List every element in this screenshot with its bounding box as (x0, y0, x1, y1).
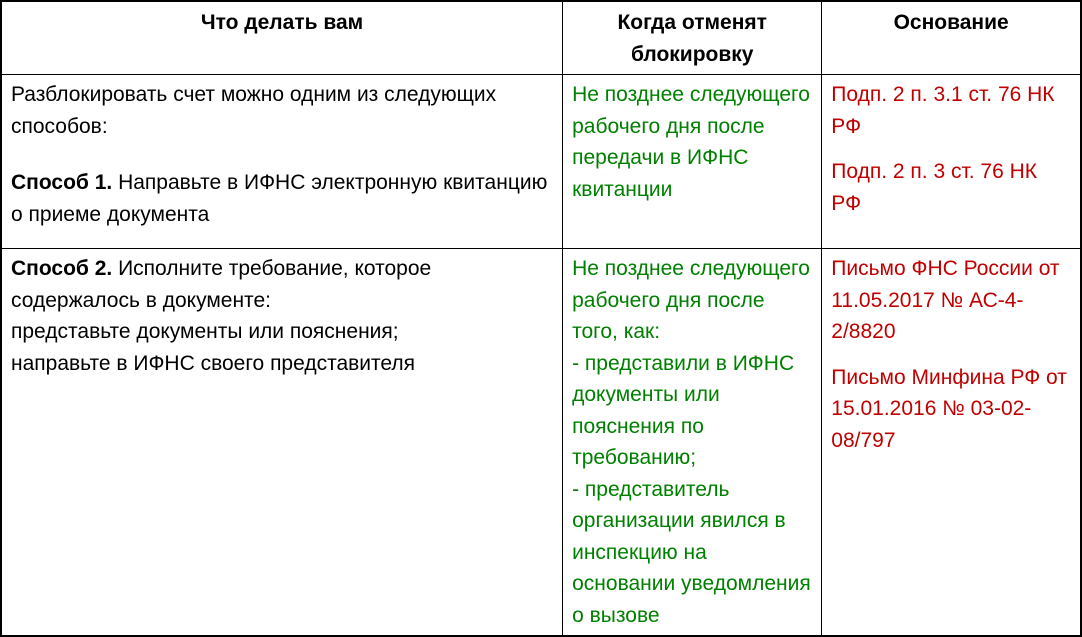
column-header-what: Что делать вам (0, 0, 564, 75)
legal-reference: Письмо ФНС России от 11.05.2017 № АС-4-2… (831, 257, 1060, 343)
method-1-description: Направьте в ИФНС электронную квитанцию о… (11, 171, 548, 226)
deadline-condition: - представитель организации явился в инс… (572, 477, 811, 627)
column-header-when-label: Когда отменят блокировку (617, 11, 767, 66)
cell-basis-method-1: Подп. 2 п. 3.1 ст. 76 НК РФ Подп. 2 п. 3… (821, 74, 1082, 249)
cell-what-method-2: Способ 2. Исполните требование, которое … (0, 248, 564, 637)
legal-reference: Письмо Минфина РФ от 15.01.2016 № 03-02-… (831, 365, 1067, 452)
method-2-label: Способ 2. (11, 257, 113, 280)
method-2-description: Исполните требование, которое содержалос… (11, 257, 432, 312)
cell-basis-method-2: Письмо ФНС России от 11.05.2017 № АС-4-2… (821, 248, 1082, 637)
unblock-intro-text: Разблокировать счет можно одним из следу… (11, 83, 497, 138)
column-header-when: Когда отменят блокировку (562, 0, 823, 75)
legal-reference: Подп. 2 п. 3.1 ст. 76 НК РФ (831, 83, 1055, 138)
cell-when-method-1: Не позднее следующего рабочего дня после… (562, 74, 823, 249)
table-header-row: Что делать вам Когда отменят блокировку … (0, 0, 1082, 75)
method-2-option: представьте документы или пояснения; (11, 320, 399, 343)
legal-reference: Подп. 2 п. 3 ст. 76 НК РФ (831, 160, 1038, 215)
method-2-text: Способ 2. Исполните требование, которое … (11, 253, 553, 316)
column-header-what-label: Что делать вам (200, 11, 364, 34)
method-1-label: Способ 1. (11, 171, 113, 194)
table-row-method-2: Способ 2. Исполните требование, которое … (0, 248, 1082, 637)
table-row-method-1: Разблокировать счет можно одним из следу… (0, 74, 1082, 249)
cell-when-method-2: Не позднее следующего рабочего дня после… (562, 248, 823, 637)
column-header-basis-label: Основание (893, 11, 1009, 34)
cell-what-method-1: Разблокировать счет можно одним из следу… (0, 74, 564, 249)
deadline-condition: - представили в ИФНС документы или поясн… (572, 351, 795, 470)
deadline-text: Не позднее следующего рабочего дня после… (572, 257, 810, 343)
deadline-text: Не позднее следующего рабочего дня после… (572, 83, 810, 201)
method-2-option: направьте в ИФНС своего представителя (11, 351, 416, 375)
column-header-basis: Основание (821, 0, 1082, 75)
method-1-text: Способ 1. Направьте в ИФНС электронную к… (11, 167, 553, 230)
